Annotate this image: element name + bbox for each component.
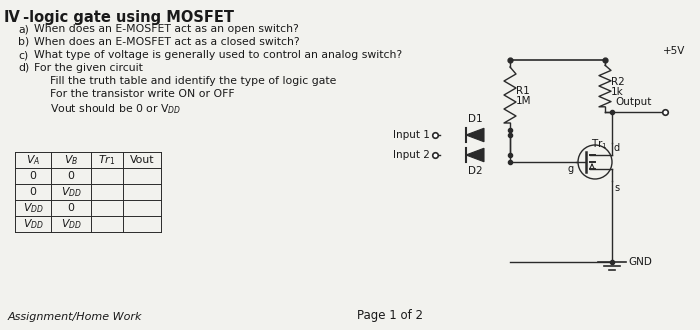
Text: Fill the truth table and identify the type of logic gate: Fill the truth table and identify the ty… bbox=[50, 76, 337, 86]
Text: $V_{DD}$: $V_{DD}$ bbox=[61, 185, 81, 199]
Text: 0: 0 bbox=[67, 171, 74, 181]
Text: D2: D2 bbox=[468, 166, 482, 176]
Text: g: g bbox=[568, 164, 574, 174]
Text: Vout: Vout bbox=[130, 155, 154, 165]
Text: +5V: +5V bbox=[663, 46, 685, 56]
Text: For the transistor write ON or OFF: For the transistor write ON or OFF bbox=[50, 89, 234, 99]
Text: 1k: 1k bbox=[611, 87, 624, 97]
Text: D1: D1 bbox=[468, 114, 482, 124]
Text: Vout should be 0 or V$_{DD}$: Vout should be 0 or V$_{DD}$ bbox=[50, 102, 181, 116]
Text: 0: 0 bbox=[29, 187, 36, 197]
Text: $V_{DD}$: $V_{DD}$ bbox=[61, 217, 81, 231]
Text: R2: R2 bbox=[611, 77, 624, 87]
Text: b): b) bbox=[18, 37, 29, 47]
Text: d: d bbox=[614, 143, 620, 153]
Text: d): d) bbox=[18, 63, 29, 73]
Text: -logic gate using MOSFET: -logic gate using MOSFET bbox=[18, 10, 234, 25]
Text: GND: GND bbox=[628, 257, 652, 267]
Text: IV: IV bbox=[4, 10, 21, 25]
Text: $V_A$: $V_A$ bbox=[26, 153, 40, 167]
Text: When does an E-MOSFET act as a closed switch?: When does an E-MOSFET act as a closed sw… bbox=[34, 37, 300, 47]
Text: s: s bbox=[614, 183, 619, 193]
Text: Assignment/Home Work: Assignment/Home Work bbox=[8, 312, 143, 322]
Text: Input 1: Input 1 bbox=[393, 130, 430, 140]
Text: $V_{DD}$: $V_{DD}$ bbox=[22, 201, 43, 215]
Text: 0: 0 bbox=[67, 203, 74, 213]
Polygon shape bbox=[466, 128, 484, 142]
Text: Tr$_1$: Tr$_1$ bbox=[591, 137, 608, 151]
Text: 0: 0 bbox=[29, 171, 36, 181]
Text: a): a) bbox=[18, 24, 29, 34]
Text: c): c) bbox=[18, 50, 28, 60]
Text: What type of voltage is generally used to control an analog switch?: What type of voltage is generally used t… bbox=[34, 50, 402, 60]
Polygon shape bbox=[466, 148, 484, 162]
Text: $V_B$: $V_B$ bbox=[64, 153, 78, 167]
Text: When does an E-MOSFET act as an open switch?: When does an E-MOSFET act as an open swi… bbox=[34, 24, 299, 34]
Text: Output: Output bbox=[615, 97, 652, 107]
Text: For the given circuit: For the given circuit bbox=[34, 63, 143, 73]
Text: 1M: 1M bbox=[516, 96, 531, 106]
Text: $V_{DD}$: $V_{DD}$ bbox=[22, 217, 43, 231]
Text: Page 1 of 2: Page 1 of 2 bbox=[357, 309, 423, 322]
Text: R1: R1 bbox=[516, 86, 530, 96]
Text: Input 2: Input 2 bbox=[393, 150, 430, 160]
Text: $Tr_1$: $Tr_1$ bbox=[99, 153, 116, 167]
